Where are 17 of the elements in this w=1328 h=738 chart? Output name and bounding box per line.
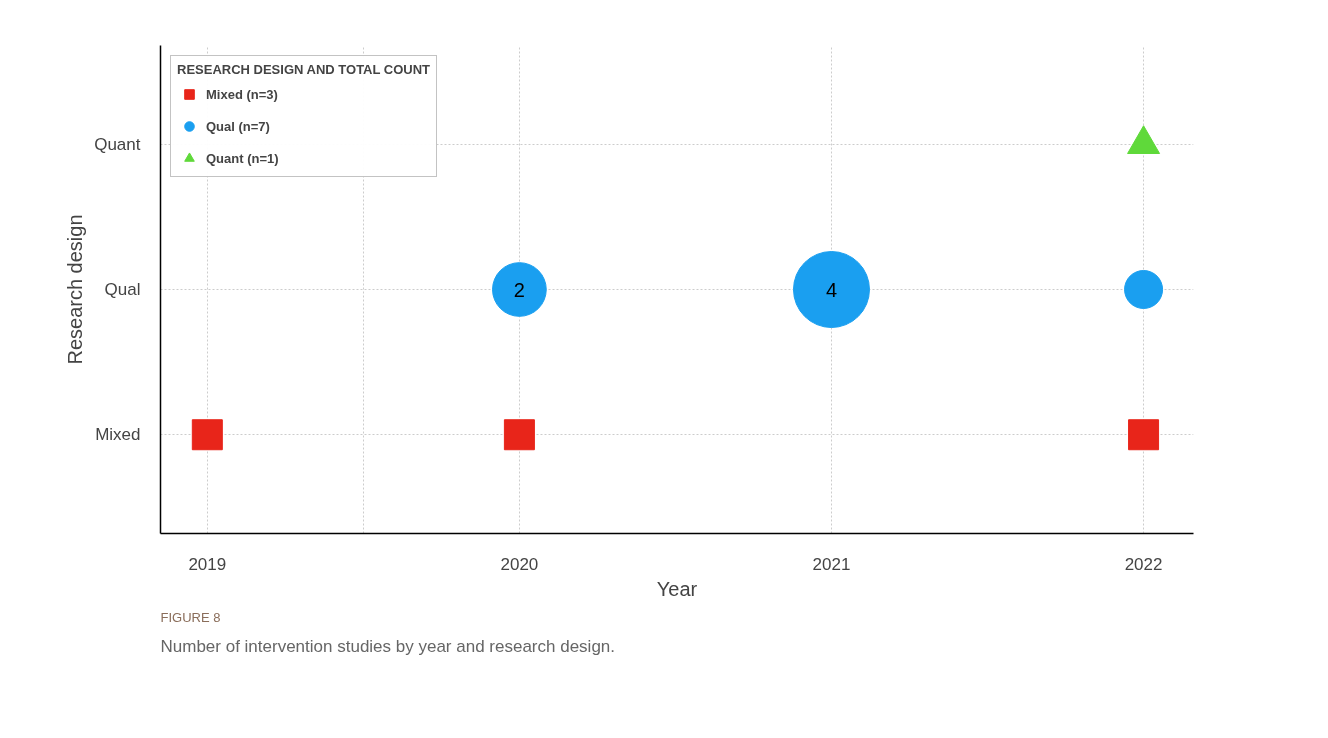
x-tick-label: 2021 [812,554,851,574]
legend-title: RESEARCH DESIGN AND TOTAL COUNT [177,62,431,77]
legend-label: Qual (n=7) [206,118,270,134]
caption: FIGURE 8 [160,609,221,625]
annotation: 2 [513,278,525,301]
y-tick-label: Quant [94,134,141,154]
y-axis-title: Research design [64,214,87,365]
x-tick-label: 2019 [188,554,227,574]
text: Number of intervention studies by year and research design. [160,636,616,656]
legend-label: Quant (n=1) [206,150,279,166]
y-tick-label: Mixed [95,425,141,445]
y-tick-label: Qual [104,280,141,299]
legend-label: Mixed (n=3) [206,86,278,102]
x-axis-title: Year [656,577,698,600]
annotation: 4 [825,278,838,301]
x-tick-label: 2022 [1124,554,1163,574]
x-tick-label: 2020 [500,554,539,574]
